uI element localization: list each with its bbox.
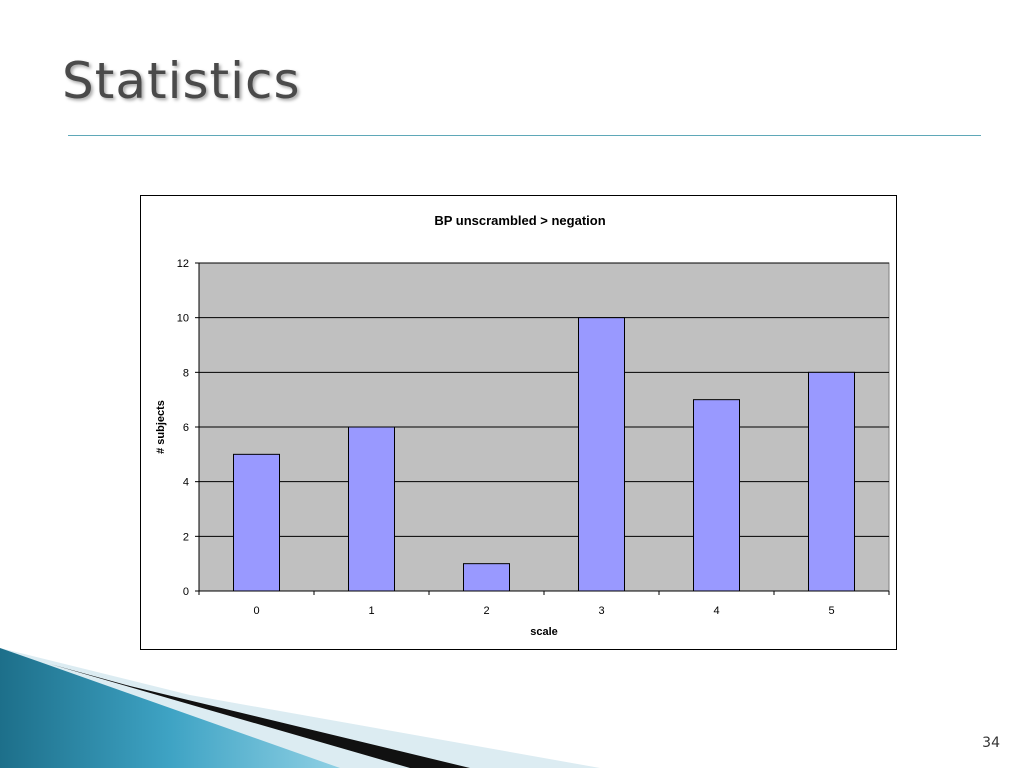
x-axis-ticks: 0 1 2 3 4 5 [198, 591, 890, 617]
bar [578, 317, 625, 592]
bar [693, 399, 740, 592]
chart-title: BP unscrambled > negation [434, 213, 605, 228]
y-tick-label: 2 [183, 531, 189, 543]
y-tick-label: 10 [177, 313, 189, 325]
x-tick-label: 3 [598, 605, 604, 617]
x-axis-label: scale [530, 626, 558, 638]
bars [233, 317, 855, 592]
x-tick-label: 5 [828, 605, 834, 617]
decorative-swoosh [0, 648, 600, 768]
x-tick-label: 0 [253, 605, 259, 617]
bar [348, 426, 395, 592]
slide-title: Statistics [62, 52, 301, 110]
x-tick-label: 2 [483, 605, 489, 617]
y-tick-label: 12 [177, 258, 189, 270]
y-axis-ticks: 0 2 4 6 8 10 12 [177, 258, 199, 598]
y-tick-label: 4 [183, 477, 189, 489]
y-tick-label: 8 [183, 367, 189, 379]
page-number: 34 [982, 735, 1000, 751]
bar [233, 453, 280, 592]
bar [463, 563, 510, 592]
x-tick-label: 1 [368, 605, 374, 617]
y-tick-label: 6 [183, 422, 189, 434]
y-tick-label: 0 [183, 586, 189, 598]
title-divider [68, 135, 981, 136]
x-tick-label: 4 [713, 605, 719, 617]
y-axis-label: # subjects [155, 400, 167, 454]
bar [808, 371, 855, 592]
